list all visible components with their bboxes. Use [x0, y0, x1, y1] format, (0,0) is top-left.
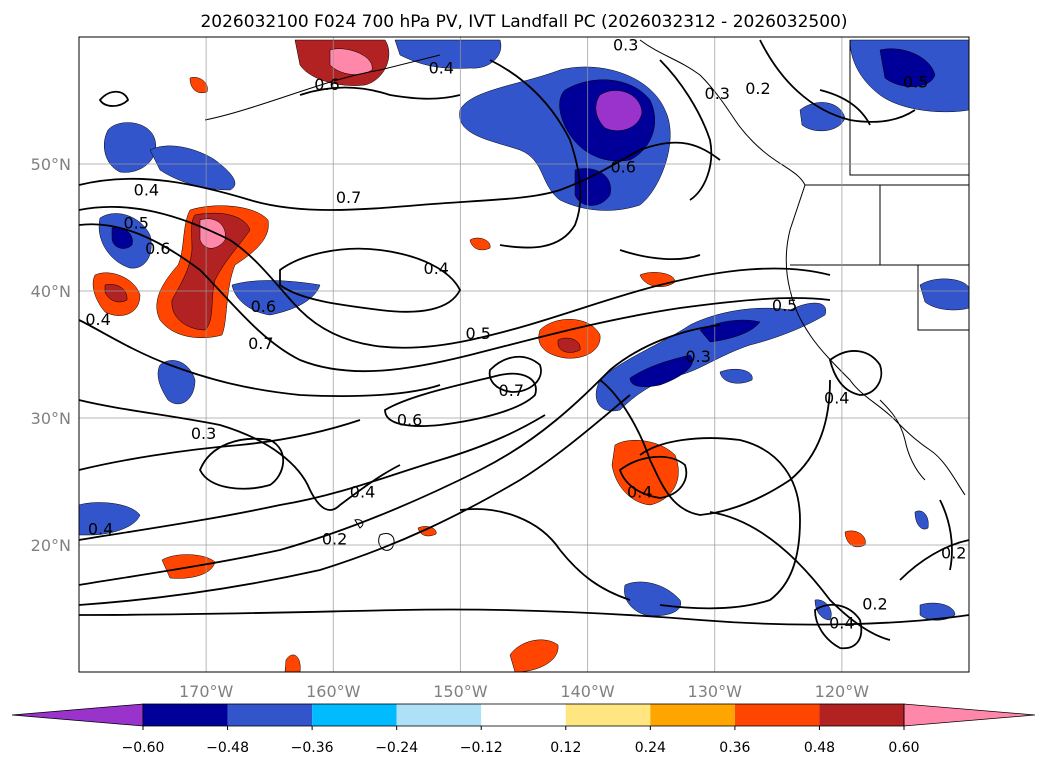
contour-label: 0.4: [88, 519, 113, 538]
colorbar-tick-label: −0.48: [206, 740, 249, 756]
contour-label: 0.4: [627, 483, 652, 502]
colorbar-tick-label: −0.12: [460, 740, 503, 756]
contour-label: 0.4: [85, 310, 110, 329]
colorbar-bin: [565, 704, 651, 726]
colorbar-bin: [650, 704, 735, 726]
lon-tick-label: 140°W: [560, 682, 615, 701]
lon-tick-label: 120°W: [815, 682, 870, 701]
colorbar-bin: [819, 704, 904, 726]
contour-label: 0.4: [824, 389, 849, 408]
contour-label: 0.6: [397, 410, 422, 429]
contour-label: 0.2: [322, 530, 347, 549]
colorbar-bin: [143, 704, 228, 726]
contour-label: 0.7: [499, 381, 524, 400]
lon-tick-label: 160°W: [306, 682, 361, 701]
colorbar-bin: [734, 704, 820, 726]
contour-label: 0.6: [610, 158, 635, 177]
colorbar-bin: [396, 704, 482, 726]
colorbar-bin: [312, 704, 397, 726]
longitude-tick-labels: 170°W 160°W 150°W 140°W 130°W 120°W: [179, 682, 869, 701]
contour-label: 0.4: [134, 180, 159, 199]
colorbar-tick-label: 0.60: [888, 740, 919, 756]
contour-label: 0.6: [314, 75, 339, 94]
colorbar-bin: [227, 704, 313, 726]
figure-title: 2026032100 F024 700 hPa PV, IVT Landfall…: [200, 12, 847, 32]
contour-label: 0.7: [248, 334, 273, 353]
colorbar-under-arrow: [11, 703, 144, 727]
contour-label: 0.3: [613, 36, 638, 55]
pv-shaded-regions: [78, 39, 970, 673]
colorbar-bin: [481, 704, 566, 726]
contour-label: 0.3: [705, 84, 730, 103]
contour-label: 0.5: [466, 324, 491, 343]
colorbar-tick-label: −0.24: [375, 740, 418, 756]
lat-tick-label: 40°N: [31, 282, 71, 301]
lat-tick-label: 20°N: [31, 536, 71, 555]
colorbar-tick-labels: −0.60 −0.48 −0.36 −0.24 −0.12 0.12 0.24 0.36 0.4…: [122, 726, 920, 756]
lon-tick-label: 150°W: [433, 682, 488, 701]
contour-labels: 0.3 0.6 0.4 0.3 0.2 0.5 0.7 0.4 0.5 0.6 0.6 0.4 0.6 0…: [85, 36, 966, 633]
colorbar-over-arrow: [903, 703, 1036, 727]
contour-label: 0.4: [350, 483, 375, 502]
contour-label: 0.5: [123, 213, 148, 232]
contour-label: 0.6: [145, 239, 170, 258]
latitude-tick-labels: 50°N 40°N 30°N 20°N: [31, 155, 71, 555]
lon-tick-label: 170°W: [179, 682, 234, 701]
contour-label: 0.4: [424, 259, 449, 278]
colorbar-tick-label: 0.48: [804, 740, 835, 756]
contour-label: 0.5: [903, 72, 928, 91]
contour-label: 0.3: [685, 347, 710, 366]
lat-tick-label: 50°N: [31, 155, 71, 174]
contour-label: 0.2: [941, 544, 966, 563]
contour-label: 0.4: [829, 613, 854, 632]
colorbar-tick-label: 0.12: [550, 740, 581, 756]
contour-label: 0.4: [429, 58, 454, 77]
contour-label: 0.6: [251, 297, 276, 316]
lon-tick-label: 130°W: [688, 682, 743, 701]
lat-tick-label: 30°N: [31, 409, 71, 428]
map-panel: 0.3 0.6 0.4 0.3 0.2 0.5 0.7 0.4 0.5 0.6 0.6 0.4 0.6 0…: [78, 36, 970, 673]
contour-label: 0.5: [772, 296, 797, 315]
colorbar-tick-label: −0.60: [122, 740, 165, 756]
colorbar: [11, 703, 1036, 727]
colorbar-tick-label: 0.24: [635, 740, 666, 756]
contour-label: 0.7: [336, 188, 361, 207]
colorbar-tick-label: 0.36: [719, 740, 750, 756]
contour-label: 0.3: [191, 424, 216, 443]
colorbar-tick-label: −0.36: [291, 740, 334, 756]
contour-label: 0.2: [745, 79, 770, 98]
ivt-contours: [78, 39, 970, 650]
contour-label: 0.2: [862, 594, 887, 613]
